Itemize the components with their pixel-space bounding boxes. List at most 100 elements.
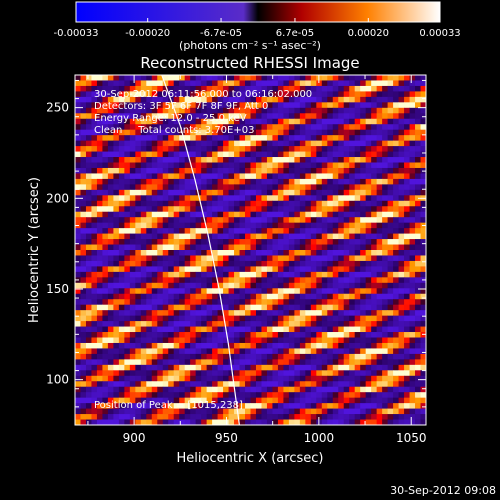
heatmap-cell <box>184 326 191 333</box>
heatmap-cell <box>96 211 103 218</box>
colorbar-unit-label: (photons cm⁻² s⁻¹ asec⁻²) <box>179 39 321 52</box>
heatmap-cell <box>382 129 389 136</box>
heatmap-cell <box>239 85 246 92</box>
heatmap-cell <box>228 184 235 191</box>
heatmap-cell <box>190 250 197 256</box>
heatmap-cell <box>332 217 339 224</box>
heatmap-cell <box>310 200 317 207</box>
heatmap-cell <box>113 233 120 240</box>
heatmap-cell <box>343 348 350 355</box>
heatmap-cell <box>332 146 339 152</box>
heatmap-cell <box>96 184 103 191</box>
heatmap-cell <box>365 184 372 191</box>
heatmap-cell <box>96 173 103 180</box>
heatmap-cell <box>162 189 169 196</box>
heatmap-cell <box>223 124 229 131</box>
heatmap-cell <box>206 271 213 278</box>
heatmap-cell <box>310 178 317 185</box>
heatmap-cell <box>393 239 399 245</box>
heatmap-cell <box>371 151 378 158</box>
heatmap-cell <box>382 189 389 196</box>
colorbar-tick-label: -0.00033 <box>54 28 99 39</box>
heatmap-cell <box>85 282 92 289</box>
heatmap-cell <box>376 255 383 262</box>
heatmap-cell <box>129 386 136 393</box>
heatmap-cell <box>415 184 421 191</box>
heatmap-cell <box>343 146 350 152</box>
heatmap-cell <box>299 266 306 273</box>
heatmap-cell <box>409 266 416 273</box>
heatmap-cell <box>239 113 246 120</box>
heatmap-cell <box>365 315 372 322</box>
heatmap-cell <box>371 80 378 87</box>
heatmap-cell <box>294 375 301 382</box>
heatmap-cell <box>316 342 323 349</box>
heatmap-cell <box>85 408 92 415</box>
heatmap-cell <box>398 353 405 360</box>
heatmap-cell <box>190 277 197 284</box>
heatmap-cell <box>255 200 262 207</box>
heatmap-cell <box>371 178 378 185</box>
heatmap-cell <box>151 277 158 284</box>
heatmap-cell <box>234 342 240 349</box>
heatmap-cell <box>338 392 345 399</box>
heatmap-cell <box>316 403 323 409</box>
heatmap-cell <box>129 299 136 306</box>
heatmap-cell <box>113 206 120 213</box>
heatmap-cell <box>195 370 202 377</box>
heatmap-cell <box>332 91 339 98</box>
heatmap-cell <box>415 255 421 262</box>
heatmap-cell <box>415 364 421 371</box>
heatmap-cell <box>387 364 394 371</box>
heatmap-cell <box>316 337 323 344</box>
heatmap-cell <box>206 375 213 382</box>
heatmap-cell <box>102 375 109 382</box>
heatmap-cell <box>398 102 405 109</box>
heatmap-cell <box>415 206 421 213</box>
heatmap-cell <box>140 293 147 300</box>
heatmap-cell <box>234 337 240 344</box>
heatmap-cell <box>80 326 87 333</box>
heatmap-cell <box>96 107 103 114</box>
heatmap-cell <box>354 260 361 267</box>
heatmap-cell <box>338 96 345 103</box>
heatmap-cell <box>354 348 361 355</box>
heatmap-cell <box>85 140 92 147</box>
heatmap-cell <box>266 135 273 142</box>
heatmap-cell <box>277 271 284 278</box>
heatmap-cell <box>75 85 81 92</box>
heatmap-cell <box>255 288 262 295</box>
heatmap-cell <box>327 75 334 81</box>
heatmap-cell <box>173 151 180 158</box>
heatmap-cell <box>173 75 180 81</box>
heatmap-cell <box>118 321 125 327</box>
heatmap-cell <box>245 260 251 267</box>
heatmap-cell <box>332 167 339 174</box>
heatmap-cell <box>310 146 317 152</box>
heatmap-cell <box>217 353 224 360</box>
heatmap-cell <box>327 118 334 125</box>
heatmap-cell <box>349 293 356 300</box>
heatmap-cell <box>420 310 426 317</box>
heatmap-cell <box>272 288 279 295</box>
heatmap-cell <box>393 348 399 355</box>
heatmap-cell <box>85 364 92 371</box>
heatmap-cell <box>338 80 345 87</box>
heatmap-cell <box>316 146 323 152</box>
heatmap-cell <box>404 381 410 388</box>
heatmap-cell <box>135 266 142 273</box>
heatmap-cell <box>75 260 81 267</box>
heatmap-cell <box>277 146 284 152</box>
heatmap-cell <box>288 162 295 169</box>
heatmap-cell <box>404 228 410 234</box>
heatmap-cell <box>124 80 131 87</box>
heatmap-cell <box>283 222 290 229</box>
heatmap-cell <box>376 217 383 224</box>
heatmap-cell <box>91 260 98 267</box>
heatmap-cell <box>409 195 416 202</box>
heatmap-cell <box>332 96 339 103</box>
heatmap-cell <box>140 260 147 267</box>
heatmap-cell <box>266 75 273 81</box>
heatmap-cell <box>420 370 426 377</box>
heatmap-cell <box>234 239 240 245</box>
